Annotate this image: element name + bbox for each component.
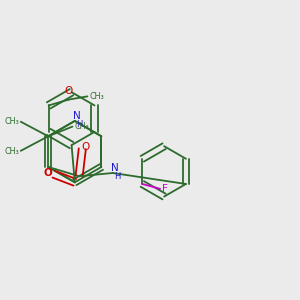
Text: O: O [81, 142, 90, 152]
Text: O: O [44, 168, 52, 178]
Text: O: O [64, 86, 73, 96]
Text: F: F [162, 184, 168, 194]
Text: N: N [111, 163, 118, 173]
Text: CH₃: CH₃ [74, 122, 89, 131]
Text: N: N [73, 111, 80, 121]
Text: H: H [115, 172, 121, 181]
Text: H: H [76, 120, 83, 129]
Text: CH₃: CH₃ [89, 92, 104, 101]
Text: CH₃: CH₃ [4, 147, 19, 156]
Text: CH₃: CH₃ [4, 117, 19, 126]
